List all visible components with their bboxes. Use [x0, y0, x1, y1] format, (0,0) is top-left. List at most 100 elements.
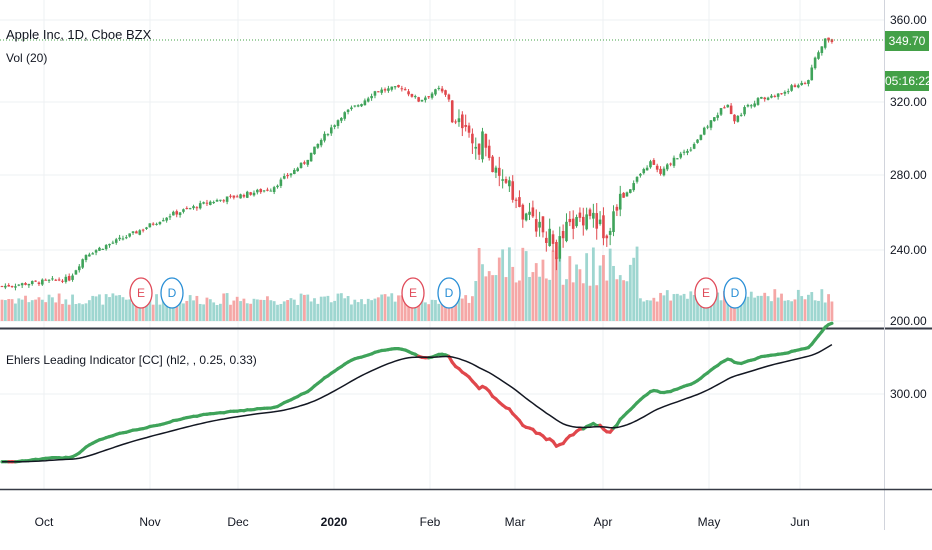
volume-bar: [380, 294, 384, 321]
volume-bar: [114, 295, 118, 321]
candle: [7, 283, 11, 287]
volume-bar: [390, 293, 394, 321]
earnings-marker[interactable]: E: [129, 277, 153, 309]
candle: [94, 249, 98, 256]
candle: [790, 83, 793, 92]
volume-bar: [71, 294, 74, 321]
volume-bar: [723, 291, 726, 321]
candle: [390, 86, 394, 92]
candle: [578, 207, 582, 222]
candle: [215, 198, 219, 202]
candle: [125, 235, 128, 240]
candle: [555, 239, 558, 271]
candle: [148, 223, 152, 228]
volume-bar: [702, 297, 706, 321]
indicator-axis[interactable]: 300.00: [890, 387, 927, 401]
candle: [205, 199, 209, 206]
volume-bar: [34, 299, 37, 321]
dividend-marker[interactable]: D: [437, 277, 461, 309]
time-axis[interactable]: Oct Nov Dec 2020 Feb Mar Apr May Jun: [35, 515, 810, 529]
earnings-marker[interactable]: E: [401, 277, 425, 309]
volume-bar: [393, 301, 397, 321]
candle: [709, 120, 713, 131]
candle: [363, 98, 367, 106]
volume-bar: [124, 299, 128, 321]
volume-bar: [225, 293, 229, 321]
volume-bar: [101, 304, 105, 321]
candle: [820, 46, 824, 56]
volume-bar: [178, 297, 182, 321]
volume-bar: [669, 300, 673, 321]
candle: [373, 90, 377, 99]
candle: [383, 87, 387, 93]
volume-bar: [487, 271, 491, 321]
candle: [430, 91, 434, 100]
candle: [67, 273, 71, 282]
volume-bar: [403, 296, 407, 321]
candle: [548, 218, 551, 247]
volume-bar: [807, 294, 810, 321]
candle: [682, 149, 686, 156]
volume-bar: [659, 292, 662, 321]
candle: [138, 229, 142, 236]
candle: [454, 119, 457, 125]
volume-bar: [0, 299, 4, 321]
candle: [803, 81, 807, 85]
candle: [212, 200, 215, 205]
indicator-legend[interactable]: Ehlers Leading Indicator [CC] (hl2, , 0.…: [6, 353, 257, 367]
volume-bar: [551, 250, 555, 321]
dividend-marker[interactable]: D: [160, 277, 184, 309]
volume-bar: [749, 291, 753, 321]
volume-bar: [440, 293, 444, 321]
dividend-marker[interactable]: D: [723, 277, 747, 309]
volume-bar: [67, 304, 71, 321]
candle: [783, 90, 787, 96]
candle: [27, 283, 31, 288]
volume-bar: [81, 304, 85, 321]
volume-bar: [299, 293, 303, 321]
symbol-legend[interactable]: Apple Inc, 1D, Cboe BZX: [6, 27, 152, 42]
volume-bar: [434, 300, 437, 321]
candle: [185, 206, 189, 210]
candle: [618, 185, 622, 217]
volume-bar: [565, 279, 568, 321]
candle: [565, 213, 568, 243]
volume-bar: [37, 297, 41, 321]
volume-bar: [74, 304, 78, 321]
candle: [319, 138, 323, 148]
candle: [642, 167, 646, 175]
candle: [457, 109, 461, 127]
volume-bar: [541, 259, 545, 321]
price-axis[interactable]: 360.00 320.00 280.00 240.00 200.00: [890, 13, 927, 328]
candle: [360, 103, 363, 108]
time-label: Dec: [227, 515, 248, 529]
candle: [494, 165, 498, 179]
candle: [256, 188, 259, 195]
volume-legend[interactable]: Vol (20): [6, 51, 48, 65]
candle: [689, 147, 693, 152]
volume-bar: [339, 293, 343, 321]
earnings-marker[interactable]: E: [694, 277, 718, 309]
volume-bar: [336, 293, 340, 321]
candle: [706, 124, 709, 130]
volume-bar: [212, 302, 216, 321]
candle: [538, 211, 541, 237]
volume-bar: [706, 298, 709, 321]
candle: [760, 96, 763, 99]
volume-bar: [373, 298, 377, 321]
volume-bar: [511, 266, 515, 321]
candle: [521, 203, 525, 228]
candle: [585, 207, 588, 231]
volume-bar: [803, 299, 807, 321]
volume-bar: [208, 299, 212, 321]
time-label: May: [698, 515, 721, 529]
volume-bar: [716, 292, 720, 321]
candle: [672, 155, 676, 168]
candle: [471, 128, 474, 154]
candle: [676, 157, 679, 160]
volume-bar: [387, 296, 390, 321]
volume-bar: [282, 301, 286, 321]
candle: [719, 107, 723, 117]
